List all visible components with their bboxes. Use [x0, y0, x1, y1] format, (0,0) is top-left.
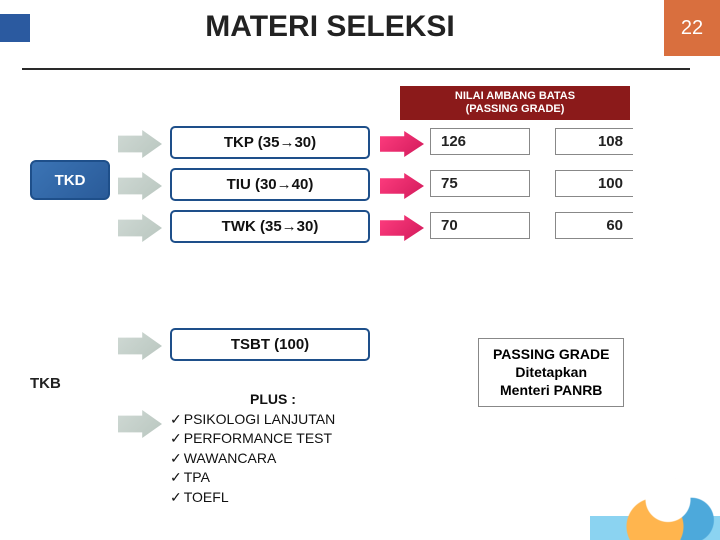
score-new: 60 — [555, 212, 633, 239]
plus-item: WAWANCARA — [170, 449, 376, 469]
plus-item: PERFORMANCE TEST — [170, 429, 376, 449]
score-new: 108 — [555, 128, 633, 155]
component-pill: TIU (30 → 40) — [170, 168, 370, 201]
plus-list: PLUS :PSIKOLOGI LANJUTANPERFORMANCE TEST… — [170, 390, 376, 508]
component-pill: TKP (35 → 30) — [170, 126, 370, 159]
component-pill: TWK (35 → 30) — [170, 210, 370, 243]
score-old: 75 — [430, 170, 530, 197]
component-pill: TSBT (100) — [170, 328, 370, 361]
passing-grade-note: PASSING GRADE Ditetapkan Menteri PANRB — [478, 338, 624, 407]
result-arrow-icon — [380, 215, 424, 241]
page-number-badge: 22 — [664, 0, 720, 56]
tkd-category-label: TKD — [30, 160, 110, 200]
plus-item: PSIKOLOGI LANJUTAN — [170, 410, 376, 430]
flow-arrow-icon — [118, 214, 162, 242]
decorative-corner-art — [590, 450, 720, 540]
flow-arrow-icon — [118, 410, 162, 438]
plus-item: TPA — [170, 468, 376, 488]
score-old: 126 — [430, 128, 530, 155]
score-new: 100 — [555, 170, 633, 197]
result-arrow-icon — [380, 131, 424, 157]
score-old: 70 — [430, 212, 530, 239]
passing-grade-header: NILAI AMBANG BATAS (PASSING GRADE) — [400, 86, 630, 120]
plus-item: TOEFL — [170, 488, 376, 508]
page-title: MATERI SELEKSI — [0, 10, 660, 44]
result-arrow-icon — [380, 173, 424, 199]
flow-arrow-icon — [118, 172, 162, 200]
plus-title: PLUS : — [170, 390, 376, 410]
title-underline — [22, 68, 690, 70]
tkb-category-label: TKB — [30, 375, 61, 392]
flow-arrow-icon — [118, 130, 162, 158]
flow-arrow-icon — [118, 332, 162, 360]
